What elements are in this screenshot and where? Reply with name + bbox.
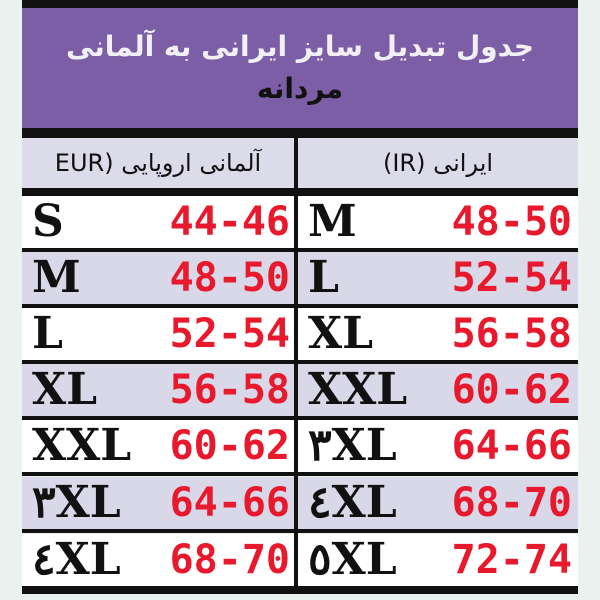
eur-range: 48-50 (169, 255, 290, 301)
row-divider (22, 416, 578, 420)
ir-range: 68-70 (451, 480, 572, 526)
eur-range: 56-58 (169, 367, 290, 413)
ir-size: XL (308, 308, 374, 359)
eur-size: ٤XL (32, 534, 121, 585)
row-divider (22, 248, 578, 252)
row-divider (22, 360, 578, 364)
column-divider (294, 128, 298, 590)
ir-range: 60-62 (451, 367, 572, 413)
table-row: XXL 60-62 ٣XL 64-66 (22, 420, 578, 472)
eur-range: 68-70 (169, 537, 290, 583)
eur-size: XL (32, 364, 98, 415)
row-divider (22, 529, 578, 533)
title-banner: جدول تبدیل سایز ایرانی به آلمانی مردانه (22, 8, 578, 128)
divider (22, 128, 578, 138)
eur-size: ٣XL (32, 477, 121, 528)
table-row: L 52-54 XL 56-58 (22, 308, 578, 360)
table-row: S 44-46 M 48-50 (22, 196, 578, 248)
ir-size: ٤XL (308, 477, 397, 528)
row-divider (22, 472, 578, 476)
ir-range: 72-74 (451, 537, 572, 583)
eur-size: M (32, 252, 81, 303)
ir-size: M (308, 196, 357, 247)
table-row: M 48-50 L 52-54 (22, 252, 578, 304)
chart-subtitle: مردانه (256, 72, 344, 105)
table-row: ٣XL 64-66 ٤XL 68-70 (22, 477, 578, 529)
ir-size: L (308, 252, 339, 303)
ir-size: ٥XL (308, 534, 397, 585)
ir-range: 52-54 (451, 255, 572, 301)
eur-range: 60-62 (169, 423, 290, 469)
eur-range: 64-66 (169, 480, 290, 526)
ir-range: 64-66 (451, 423, 572, 469)
ir-range: 56-58 (451, 311, 572, 357)
row-divider (22, 304, 578, 308)
table-row: ٤XL 68-70 ٥XL 72-74 (22, 534, 578, 586)
table-row: XL 56-58 XXL 60-62 (22, 364, 578, 416)
eur-range: 52-54 (169, 311, 290, 357)
top-border (22, 0, 578, 8)
ir-size: XXL (308, 364, 408, 415)
ir-size: ٣XL (308, 420, 397, 471)
eur-size: L (32, 308, 63, 359)
ir-range: 48-50 (451, 199, 572, 245)
ir-header-label: ایرانی (IR) (382, 149, 494, 177)
eur-range: 44-46 (169, 199, 290, 245)
eur-size: XXL (32, 420, 132, 471)
eur-size: S (32, 196, 64, 247)
row-divider (22, 586, 578, 594)
chart-title: جدول تبدیل سایز ایرانی به آلمانی (65, 30, 535, 63)
eur-column-header: آلمانی اروپایی (EUR (22, 138, 294, 188)
ir-column-header: ایرانی (IR) (298, 138, 578, 188)
divider (22, 188, 578, 196)
eur-header-label: آلمانی اروپایی (EUR (54, 149, 262, 177)
